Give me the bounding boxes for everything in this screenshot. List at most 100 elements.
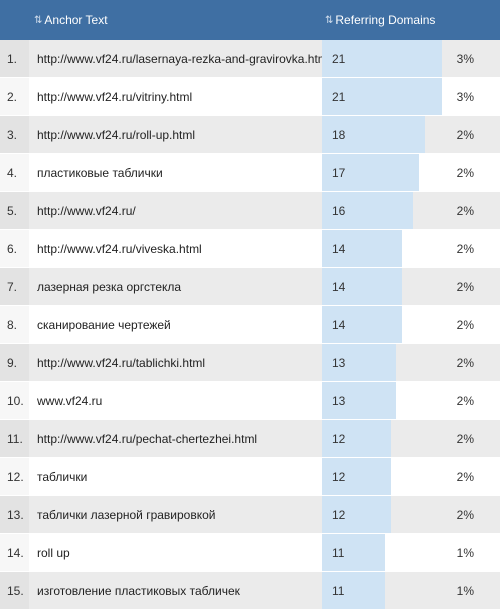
percentage-value: 2% <box>456 507 474 522</box>
referring-domains-value: 18 <box>332 127 346 142</box>
row-number: 9. <box>0 344 29 381</box>
row-number: 11. <box>0 420 29 457</box>
row-number: 13. <box>0 496 29 533</box>
anchor-text-cell: изготовление пластиковых табличек <box>29 572 322 609</box>
anchor-text[interactable]: http://www.vf24.ru/ <box>37 203 136 218</box>
anchor-text[interactable]: roll up <box>37 545 70 560</box>
row-number: 14. <box>0 534 29 571</box>
anchor-text-cell: лазерная резка оргстекла <box>29 268 322 305</box>
sort-icon: ⇅ <box>325 14 333 26</box>
anchor-text-cell: roll up <box>29 534 322 571</box>
anchor-text-cell: http://www.vf24.ru/vitriny.html <box>29 78 322 115</box>
referring-domains-cell: 11 <box>322 534 442 571</box>
referring-domains-value: 14 <box>332 241 346 256</box>
row-number: 3. <box>0 116 29 153</box>
row-number: 4. <box>0 154 29 191</box>
table-row: 6. http://www.vf24.ru/viveska.html 14 2% <box>0 230 500 268</box>
anchor-text-header-label: Anchor Text <box>44 13 108 27</box>
referring-domains-cell: 21 <box>322 78 442 115</box>
anchor-text-cell: сканирование чертежей <box>29 306 322 343</box>
anchor-text[interactable]: лазерная резка оргстекла <box>37 279 182 294</box>
referring-domains-value: 11 <box>332 545 345 560</box>
anchor-text[interactable]: таблички лазерной гравировкой <box>37 507 216 522</box>
anchor-text-cell: http://www.vf24.ru/lasernaya-rezka-and-g… <box>29 40 322 77</box>
row-number: 10. <box>0 382 29 419</box>
sort-icon: ⇅ <box>34 14 42 26</box>
referring-domains-value: 12 <box>332 469 346 484</box>
referring-domains-value: 21 <box>332 89 346 104</box>
anchor-text[interactable]: http://www.vf24.ru/pechat-chertezhei.htm… <box>37 431 258 446</box>
referring-domains-bar <box>322 420 391 457</box>
anchor-text[interactable]: www.vf24.ru <box>37 393 103 408</box>
referring-domains-cell: 14 <box>322 230 442 267</box>
row-number: 15. <box>0 572 29 609</box>
percentage-value: 3% <box>456 89 474 104</box>
referring-domains-bar <box>322 78 442 115</box>
referring-domains-bar <box>322 382 396 419</box>
table-header: ⇅ Anchor Text ⇅ Referring Domains <box>0 0 500 40</box>
anchor-text[interactable]: изготовление пластиковых табличек <box>37 583 240 598</box>
referring-domains-cell: 14 <box>322 268 442 305</box>
referring-domains-header-label: Referring Domains <box>335 13 436 27</box>
referring-domains-value: 11 <box>332 583 345 598</box>
referring-domains-bar <box>322 458 391 495</box>
table-row: 1. http://www.vf24.ru/lasernaya-rezka-and… <box>0 40 500 78</box>
referring-domains-column-header[interactable]: ⇅ Referring Domains <box>325 0 435 40</box>
table-row: 8. сканирование чертежей 14 2% <box>0 306 500 344</box>
percentage-value: 2% <box>456 127 474 142</box>
referring-domains-bar <box>322 154 419 191</box>
referring-domains-cell: 17 <box>322 154 442 191</box>
anchor-text-cell: http://www.vf24.ru/viveska.html <box>29 230 322 267</box>
row-number: 1. <box>0 40 29 77</box>
anchor-text-cell: таблички <box>29 458 322 495</box>
percentage-value: 2% <box>456 317 474 332</box>
referring-domains-value: 16 <box>332 203 346 218</box>
table-row: 13. таблички лазерной гравировкой 12 2% <box>0 496 500 534</box>
percentage-value: 2% <box>456 355 474 370</box>
referring-domains-bar <box>322 572 385 609</box>
referring-domains-cell: 13 <box>322 382 442 419</box>
table-row: 11. http://www.vf24.ru/pechat-chertezhei.… <box>0 420 500 458</box>
referring-domains-bar <box>322 306 402 343</box>
anchor-text[interactable]: таблички <box>37 469 88 484</box>
anchor-text[interactable]: http://www.vf24.ru/tablichki.html <box>37 355 206 370</box>
anchor-text-cell: http://www.vf24.ru/tablichki.html <box>29 344 322 381</box>
referring-domains-cell: 13 <box>322 344 442 381</box>
percentage-value: 2% <box>456 393 474 408</box>
anchor-text[interactable]: http://www.vf24.ru/viveska.html <box>37 241 202 256</box>
table-row: 2. http://www.vf24.ru/vitriny.html 21 3% <box>0 78 500 116</box>
anchor-text[interactable]: пластиковые таблички <box>37 165 163 180</box>
anchor-text-column-header[interactable]: ⇅ Anchor Text <box>34 0 108 40</box>
table-row: 12. таблички 12 2% <box>0 458 500 496</box>
referring-domains-cell: 14 <box>322 306 442 343</box>
table-row: 5. http://www.vf24.ru/16 2% <box>0 192 500 230</box>
referring-domains-value: 14 <box>332 279 346 294</box>
referring-domains-value: 12 <box>332 431 346 446</box>
percentage-value: 2% <box>456 279 474 294</box>
referring-domains-cell: 16 <box>322 192 442 229</box>
referring-domains-cell: 12 <box>322 420 442 457</box>
anchor-text[interactable]: http://www.vf24.ru/roll-up.html <box>37 127 196 142</box>
referring-domains-bar <box>322 230 402 267</box>
referring-domains-cell: 12 <box>322 496 442 533</box>
referring-domains-value: 13 <box>332 355 346 370</box>
row-number: 7. <box>0 268 29 305</box>
table-row: 15. изготовление пластиковых табличек 11 1% <box>0 572 500 610</box>
referring-domains-bar <box>322 116 425 153</box>
percentage-value: 2% <box>456 241 474 256</box>
percentage-value: 2% <box>456 431 474 446</box>
table-row: 3. http://www.vf24.ru/roll-up.html 18 2% <box>0 116 500 154</box>
table-row: 10. www.vf24.ru 13 2% <box>0 382 500 420</box>
referring-domains-cell: 11 <box>322 572 442 609</box>
anchor-text[interactable]: http://www.vf24.ru/vitriny.html <box>37 89 193 104</box>
referring-domains-bar <box>322 40 442 77</box>
percentage-value: 3% <box>456 51 474 66</box>
referring-domains-value: 17 <box>332 165 346 180</box>
table-row: 9. http://www.vf24.ru/tablichki.html 13 2% <box>0 344 500 382</box>
anchor-text-cell: www.vf24.ru <box>29 382 322 419</box>
row-number: 5. <box>0 192 29 229</box>
anchor-text[interactable]: сканирование чертежей <box>37 317 171 332</box>
percentage-value: 2% <box>456 203 474 218</box>
anchor-text[interactable]: http://www.vf24.ru/lasernaya-rezka-and-g… <box>37 51 322 66</box>
